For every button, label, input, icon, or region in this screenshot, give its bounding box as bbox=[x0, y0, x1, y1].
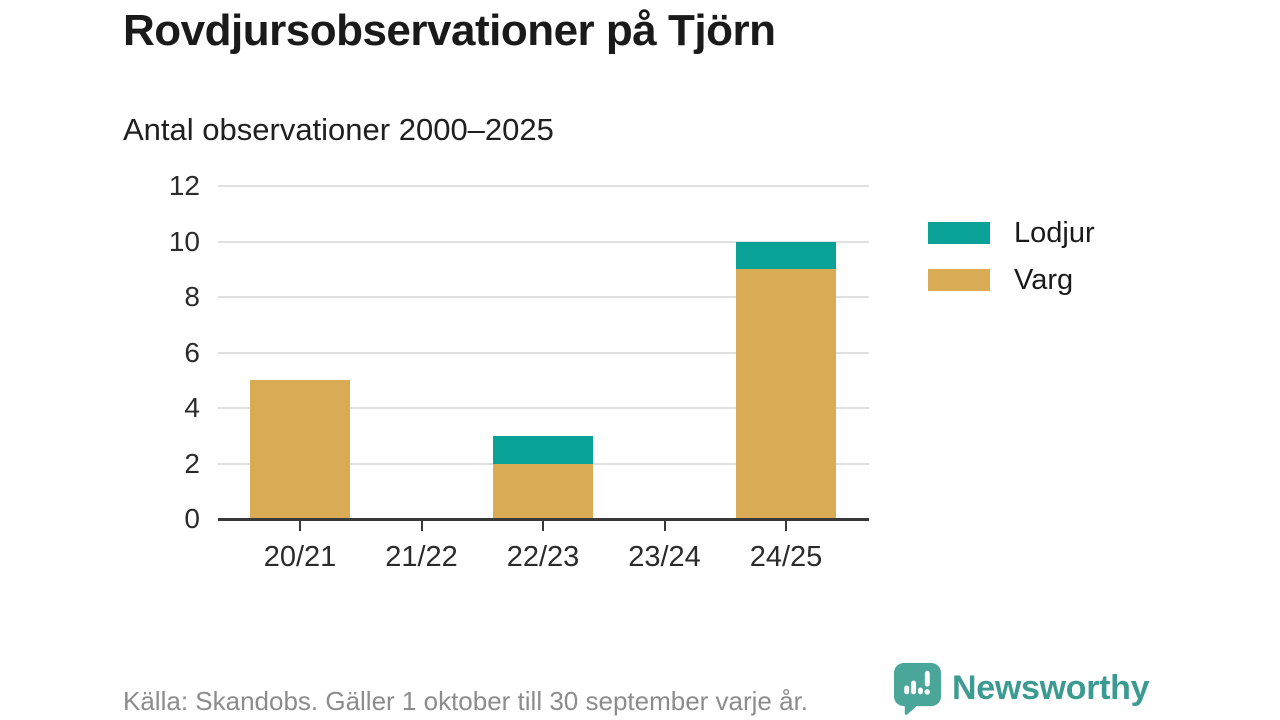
x-axis-tick-label: 22/23 bbox=[506, 541, 580, 573]
x-axis-tick-label: 24/25 bbox=[749, 541, 823, 573]
x-axis-tick bbox=[663, 519, 666, 531]
newsworthy-brand: Newsworthy bbox=[893, 662, 1150, 715]
legend-label: Lodjur bbox=[1014, 217, 1095, 249]
y-axis-tick-label: 4 bbox=[184, 392, 200, 423]
gridline bbox=[218, 185, 869, 187]
y-axis-tick-label: 10 bbox=[168, 225, 200, 257]
x-axis-tick bbox=[542, 519, 544, 531]
newsworthy-logo-icon bbox=[893, 663, 942, 715]
x-axis-tick-label: 21/22 bbox=[385, 541, 458, 573]
y-axis-tick-label: 0 bbox=[184, 503, 200, 534]
y-axis-tick-label: 8 bbox=[184, 281, 200, 312]
gridline bbox=[218, 351, 869, 354]
gridline bbox=[218, 240, 869, 243]
x-axis-tick bbox=[420, 519, 423, 531]
newsworthy-wordmark: Newsworthy bbox=[952, 669, 1150, 707]
gridline bbox=[218, 296, 869, 298]
legend-item: Varg bbox=[928, 264, 1074, 296]
bar-segment-varg bbox=[493, 463, 593, 519]
x-axis-tick bbox=[299, 519, 301, 531]
bar-segment-lodjur bbox=[493, 435, 593, 464]
legend-swatch-varg bbox=[928, 269, 990, 291]
chart-title: Rovdjursobservationer på Tjörn bbox=[123, 6, 776, 55]
bar-segment-lodjur bbox=[736, 241, 836, 270]
legend-swatch-lodjur bbox=[928, 222, 990, 244]
bar-segment-varg bbox=[250, 380, 350, 519]
x-axis-tick bbox=[785, 519, 787, 531]
legend-item: Lodjur bbox=[928, 217, 1095, 249]
x-axis-tick-label: 20/21 bbox=[263, 541, 337, 573]
x-axis-line bbox=[218, 517, 869, 521]
y-axis-tick-label: 2 bbox=[184, 447, 200, 479]
y-axis-tick-label: 12 bbox=[168, 170, 200, 201]
source-note: Källa: Skandobs. Gäller 1 oktober till 3… bbox=[123, 686, 809, 716]
chart-subtitle: Antal observationer 2000–2025 bbox=[123, 112, 554, 147]
bar-segment-varg bbox=[736, 269, 836, 519]
legend-label: Varg bbox=[1014, 264, 1074, 296]
gridline bbox=[218, 407, 869, 409]
x-axis-tick-label: 23/24 bbox=[628, 541, 701, 573]
y-axis-tick-label: 6 bbox=[184, 336, 200, 368]
